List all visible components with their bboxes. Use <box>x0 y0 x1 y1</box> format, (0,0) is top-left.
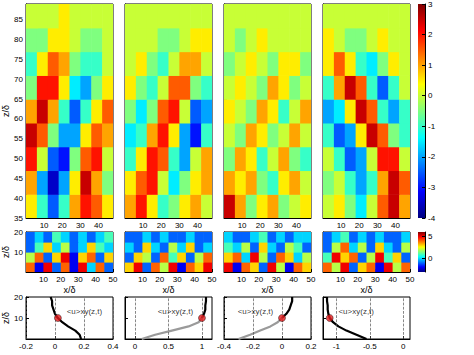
svg-text:<u>xy(z,t): <u>xy(z,t) <box>238 307 274 316</box>
svg-text:10: 10 <box>139 221 148 230</box>
svg-text:30: 30 <box>272 275 281 284</box>
svg-text:60: 60 <box>14 114 23 123</box>
svg-text:-2: -2 <box>428 152 436 161</box>
svg-text:40: 40 <box>91 275 100 284</box>
svg-text:0.4: 0.4 <box>107 342 119 351</box>
svg-text:<u>xy(z,t): <u>xy(z,t) <box>158 307 194 316</box>
svg-text:1: 1 <box>200 342 205 351</box>
svg-text:40: 40 <box>292 221 301 230</box>
svg-text:10: 10 <box>336 275 345 284</box>
svg-text:-0.2: -0.2 <box>19 342 33 351</box>
svg-text:50: 50 <box>307 275 316 284</box>
svg-text:0: 0 <box>428 254 433 263</box>
svg-text:20: 20 <box>56 275 65 284</box>
svg-text:x/δ: x/δ <box>360 285 372 295</box>
svg-text:z/δ: z/δ <box>1 246 11 258</box>
svg-text:-3: -3 <box>428 183 436 192</box>
svg-text:0: 0 <box>280 342 285 351</box>
svg-text:10: 10 <box>14 248 23 257</box>
svg-text:50: 50 <box>406 275 415 284</box>
svg-text:40: 40 <box>391 221 400 230</box>
svg-text:45: 45 <box>14 174 23 183</box>
svg-text:10: 10 <box>238 221 247 230</box>
svg-text:-0.2: -0.2 <box>246 342 260 351</box>
svg-text:20: 20 <box>14 293 23 302</box>
svg-text:30: 30 <box>373 221 382 230</box>
svg-text:20: 20 <box>256 221 265 230</box>
svg-text:40: 40 <box>190 275 199 284</box>
svg-text:20: 20 <box>355 221 364 230</box>
svg-text:75: 75 <box>14 55 23 64</box>
svg-text:x/δ: x/δ <box>261 285 273 295</box>
svg-text:0: 0 <box>53 342 58 351</box>
svg-text:20: 20 <box>58 221 67 230</box>
svg-text:z/δ: z/δ <box>1 105 11 117</box>
svg-text:20: 20 <box>14 228 23 237</box>
svg-text:20: 20 <box>254 275 263 284</box>
svg-text:80: 80 <box>14 35 23 44</box>
svg-text:x/δ: x/δ <box>162 285 174 295</box>
svg-text:2: 2 <box>428 30 433 39</box>
svg-text:10: 10 <box>40 221 49 230</box>
svg-text:20: 20 <box>155 275 164 284</box>
svg-text:5: 5 <box>428 232 433 241</box>
svg-text:20: 20 <box>353 275 362 284</box>
svg-text:z/δ: z/δ <box>1 312 11 324</box>
svg-text:35: 35 <box>14 214 23 223</box>
svg-text:0: 0 <box>401 342 406 351</box>
svg-text:0: 0 <box>133 342 138 351</box>
svg-text:10: 10 <box>39 275 48 284</box>
svg-text:0.5: 0.5 <box>163 342 175 351</box>
svg-text:40: 40 <box>388 275 397 284</box>
svg-text:50: 50 <box>208 275 217 284</box>
svg-text:65: 65 <box>14 95 23 104</box>
svg-text:<u>xy(z,t): <u>xy(z,t) <box>67 307 103 316</box>
svg-text:50: 50 <box>14 154 23 163</box>
svg-text:0.2: 0.2 <box>305 342 317 351</box>
svg-text:3: 3 <box>428 0 433 9</box>
svg-text:30: 30 <box>274 221 283 230</box>
svg-text:10: 10 <box>138 275 147 284</box>
svg-text:55: 55 <box>14 134 23 143</box>
svg-text:-0.4: -0.4 <box>217 342 231 351</box>
svg-text:85: 85 <box>14 15 23 24</box>
svg-text:30: 30 <box>74 275 83 284</box>
svg-text:40: 40 <box>94 221 103 230</box>
svg-text:30: 30 <box>76 221 85 230</box>
svg-text:10: 10 <box>14 314 23 323</box>
svg-text:20: 20 <box>157 221 166 230</box>
svg-text:<u>xy(z,t): <u>xy(z,t) <box>338 307 374 316</box>
svg-text:x/δ: x/δ <box>63 285 75 295</box>
svg-text:0.2: 0.2 <box>78 342 90 351</box>
svg-text:30: 30 <box>175 221 184 230</box>
svg-text:70: 70 <box>14 75 23 84</box>
svg-text:40: 40 <box>289 275 298 284</box>
svg-text:10: 10 <box>237 275 246 284</box>
svg-text:10: 10 <box>337 221 346 230</box>
svg-text:50: 50 <box>109 275 118 284</box>
svg-text:-1: -1 <box>333 342 341 351</box>
svg-text:30: 30 <box>173 275 182 284</box>
svg-text:-4: -4 <box>428 214 436 223</box>
svg-text:-1: -1 <box>428 122 436 131</box>
svg-text:-0.5: -0.5 <box>363 342 377 351</box>
svg-text:0: 0 <box>428 91 433 100</box>
svg-text:1: 1 <box>428 61 433 70</box>
svg-text:30: 30 <box>371 275 380 284</box>
svg-text:40: 40 <box>14 194 23 203</box>
svg-text:40: 40 <box>193 221 202 230</box>
